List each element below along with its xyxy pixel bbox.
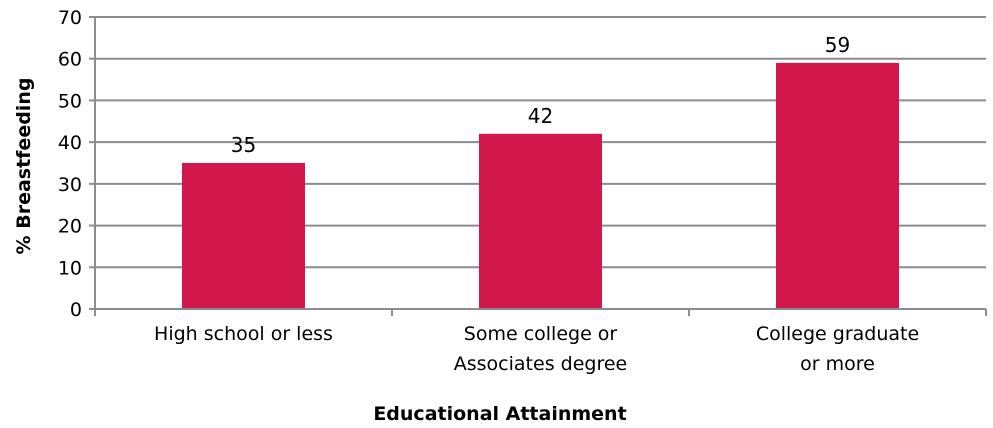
data-label: 35	[231, 133, 256, 157]
y-tick-label: 30	[58, 174, 82, 196]
bars	[182, 62, 899, 310]
x-category-label: College graduate	[756, 323, 919, 345]
y-tick-label: 70	[58, 7, 82, 29]
bar	[776, 62, 899, 310]
bar	[479, 133, 602, 309]
x-category-label: Associates degree	[454, 353, 627, 375]
y-tick-label: 20	[58, 216, 82, 238]
y-tick-labels: 0 10 20 30 40 50 60 70	[58, 7, 82, 321]
bar	[182, 163, 305, 309]
y-axis-title: % Breastfeeding	[13, 78, 35, 255]
y-tick-label: 10	[58, 257, 82, 279]
x-axis-title: Educational Attainment	[373, 403, 626, 425]
y-tick-label: 60	[58, 49, 82, 71]
x-category-labels: High school or less Some college or Associ…	[154, 323, 919, 375]
y-tick-label: 40	[58, 132, 82, 154]
x-category-label: or more	[800, 353, 875, 375]
y-tick-label: 0	[70, 299, 82, 321]
data-label: 42	[528, 104, 553, 128]
data-label: 59	[825, 33, 850, 57]
x-category-label: Some college or	[464, 323, 618, 345]
x-category-label: High school or less	[154, 323, 333, 345]
y-tick-label: 50	[58, 90, 82, 112]
data-labels: 35 42 59	[231, 33, 850, 157]
axes	[89, 16, 987, 316]
